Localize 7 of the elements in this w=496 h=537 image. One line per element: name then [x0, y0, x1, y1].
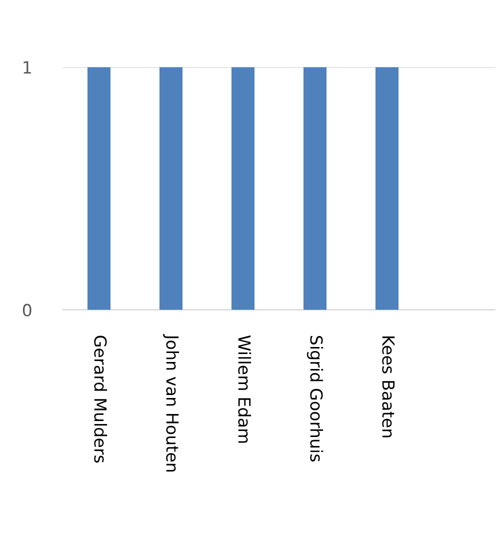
x-tick-label: Willem Edam	[238, 335, 252, 443]
y-tick-label: 0	[22, 304, 32, 316]
y-tick-label: 1	[24, 61, 31, 74]
x-tick-label: John van Houten	[163, 334, 180, 472]
x-tick-label: Sigrid Goorhuis	[306, 336, 324, 462]
x-tick-label: Kees Baaten	[382, 336, 395, 438]
x-tick-label: Gerard Mulders	[94, 336, 108, 463]
